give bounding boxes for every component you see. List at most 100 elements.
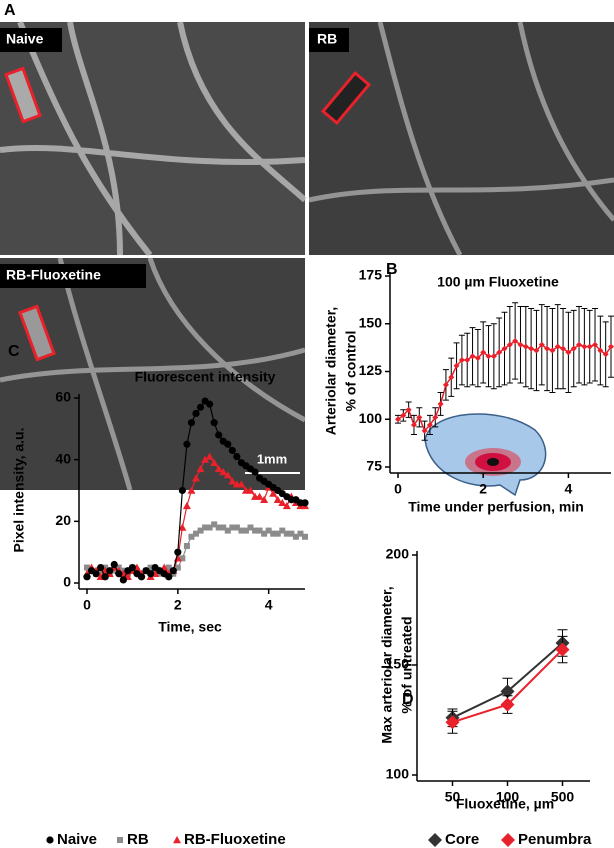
marker xyxy=(410,421,417,428)
marker xyxy=(400,412,407,419)
marker xyxy=(274,530,281,537)
marker xyxy=(544,345,551,352)
marker xyxy=(219,468,228,476)
marker xyxy=(273,495,282,503)
marker xyxy=(224,440,232,448)
marker xyxy=(428,833,442,847)
x-tick-label: 4 xyxy=(565,481,573,497)
marker xyxy=(252,527,259,534)
marker xyxy=(570,345,577,352)
marker xyxy=(206,524,213,531)
marker xyxy=(106,567,114,575)
marker xyxy=(533,347,540,354)
marker xyxy=(238,527,245,534)
scale-bar-label: 1mm xyxy=(257,451,287,466)
image-label: RB-Fluoxetine xyxy=(6,267,101,283)
marker xyxy=(597,347,604,354)
marker xyxy=(432,414,439,421)
x-axis-label: Fluoxetine, µm xyxy=(456,796,554,812)
image-rb: RB xyxy=(308,21,614,257)
marker xyxy=(220,524,227,531)
marker xyxy=(586,343,593,350)
marker xyxy=(265,527,272,534)
marker xyxy=(581,343,588,350)
marker xyxy=(242,527,249,534)
marker xyxy=(501,345,508,352)
chart-title: 100 µm Fluoxetine xyxy=(437,274,559,290)
marker xyxy=(512,337,519,344)
marker xyxy=(464,357,471,364)
marker xyxy=(196,403,205,411)
y-tick-label: 175 xyxy=(359,267,383,283)
image-rb-fluoxetine: RB-Fluoxetine 1mm xyxy=(0,257,307,491)
x-tick-label: 2 xyxy=(479,481,487,497)
marker xyxy=(576,341,583,348)
marker xyxy=(201,455,210,463)
marker xyxy=(205,452,214,460)
x-tick-label: 100 xyxy=(496,789,520,805)
legend-label: RB xyxy=(127,831,149,848)
marker xyxy=(453,362,460,369)
marker xyxy=(538,341,545,348)
marker xyxy=(549,347,556,354)
marker xyxy=(182,501,191,510)
y-axis-label: Pixel intensity, a.u. xyxy=(11,427,27,552)
marker xyxy=(137,573,146,581)
marker xyxy=(480,349,487,356)
marker xyxy=(174,564,181,571)
marker xyxy=(255,492,264,500)
marker xyxy=(469,353,476,360)
marker xyxy=(279,527,286,534)
panel-letter: B xyxy=(386,261,398,278)
marker xyxy=(437,400,444,407)
x-tick-label: 50 xyxy=(445,789,461,805)
marker xyxy=(522,343,529,350)
marker xyxy=(84,564,90,571)
marker xyxy=(237,480,246,488)
y-tick-label: 150 xyxy=(386,656,410,672)
marker xyxy=(560,345,567,352)
marker xyxy=(251,468,259,476)
marker xyxy=(169,567,177,575)
marker xyxy=(202,524,209,531)
marker xyxy=(555,642,570,657)
marker xyxy=(416,414,423,421)
y-tick-label: 200 xyxy=(386,546,410,562)
marker xyxy=(405,406,412,413)
marker xyxy=(500,697,515,712)
marker xyxy=(214,464,223,473)
y-axis-label: Max arteriolar diameter, xyxy=(379,586,395,743)
y-axis-label: Arteriolar diameter, xyxy=(323,307,339,435)
marker xyxy=(490,353,497,360)
marker xyxy=(165,564,172,571)
marker xyxy=(211,521,218,528)
marker xyxy=(179,555,186,562)
marker xyxy=(101,573,109,581)
marker xyxy=(592,341,599,348)
chart-title: Fluorescent intensity xyxy=(135,369,276,385)
marker xyxy=(115,570,123,578)
marker xyxy=(288,530,295,537)
panel-letter: A xyxy=(4,2,16,19)
marker xyxy=(448,374,455,381)
marker xyxy=(301,499,309,507)
marker xyxy=(247,524,254,531)
marker xyxy=(46,836,54,844)
legend-label: Naive xyxy=(57,831,97,848)
marker xyxy=(496,349,503,356)
marker xyxy=(421,427,428,434)
image-label: RB xyxy=(317,31,337,47)
marker xyxy=(608,343,614,350)
marker xyxy=(110,560,118,569)
y-tick-label: 100 xyxy=(359,410,383,426)
marker xyxy=(183,543,190,549)
marker xyxy=(117,837,123,843)
image-label: Naive xyxy=(6,31,44,47)
legend-label: RB-Fluoxetine xyxy=(184,831,286,848)
marker xyxy=(174,548,182,556)
marker xyxy=(233,452,241,461)
marker xyxy=(228,477,237,485)
y-tick-label: 40 xyxy=(55,450,71,466)
y-tick-label: 125 xyxy=(359,362,383,378)
